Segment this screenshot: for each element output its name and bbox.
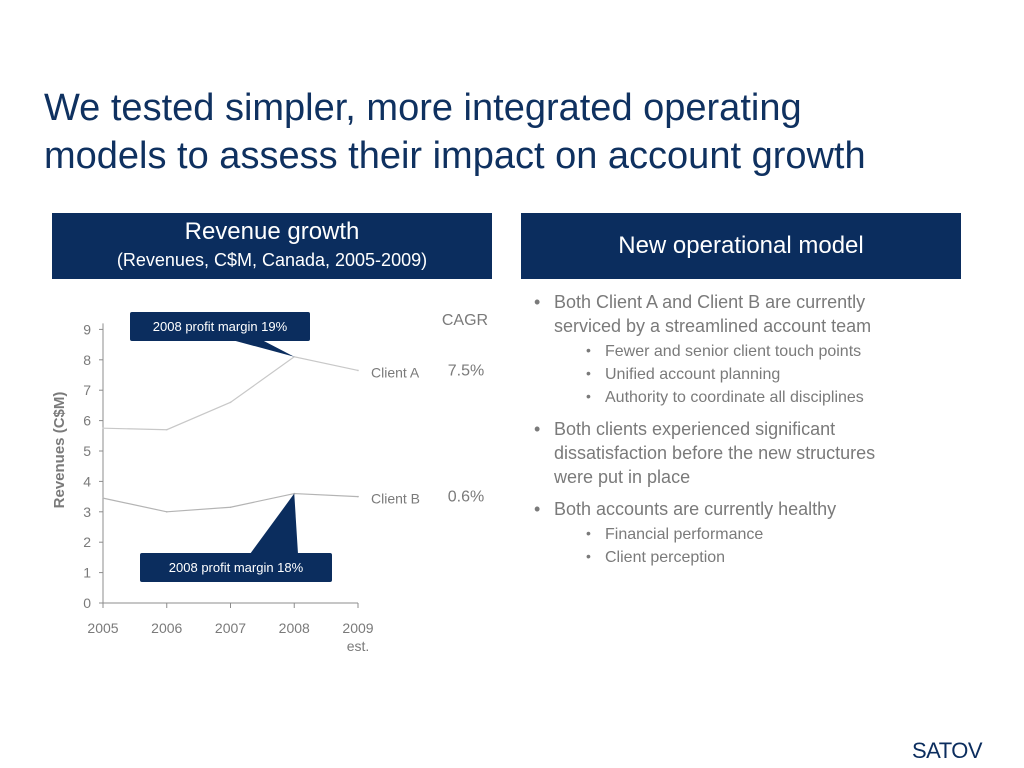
bullet-item: • Both Client A and Client B are currentl… bbox=[530, 290, 950, 338]
data-point bbox=[357, 369, 359, 372]
data-point bbox=[229, 401, 232, 404]
revenue-growth-header: Revenue growth (Revenues, C$M, Canada, 2… bbox=[52, 213, 492, 279]
operational-model-header: New operational model bbox=[521, 213, 961, 279]
data-point bbox=[357, 495, 359, 498]
bullet-list: • Both Client A and Client B are currentl… bbox=[530, 290, 950, 577]
callout-text-client-b: 2008 profit margin 18% bbox=[169, 560, 304, 575]
callout-text-client-a: 2008 profit margin 19% bbox=[153, 319, 288, 334]
data-point bbox=[293, 355, 296, 358]
sub-bullet-text: Financial performance bbox=[605, 526, 764, 543]
sub-bullet-list: • Financial performance • Client perception bbox=[530, 523, 950, 569]
series-line-client-b bbox=[102, 492, 359, 513]
x-tick-label: 2006 bbox=[151, 620, 182, 636]
sub-bullet-text: Authority to coordinate all disciplines bbox=[605, 389, 864, 406]
sub-bullet-dot-icon: • bbox=[586, 342, 591, 358]
y-tick-label: 7 bbox=[83, 382, 91, 398]
sub-bullet-list: • Fewer and senior client touch points • Un… bbox=[530, 340, 950, 409]
cagr-header: CAGR bbox=[442, 312, 488, 329]
bullet-text-line: dissatisfaction before the new structure… bbox=[554, 443, 876, 463]
callout-box-client-b bbox=[140, 553, 332, 582]
sub-bullet-item: • Fewer and senior client touch points bbox=[530, 340, 950, 363]
y-tick-label: 5 bbox=[83, 443, 91, 459]
bullet-item: • Both accounts are currently healthy bbox=[530, 497, 950, 521]
bullet-dot-icon: • bbox=[534, 499, 541, 519]
series-label: Client A bbox=[371, 364, 420, 380]
sub-bullet-item: • Financial performance bbox=[530, 523, 950, 546]
y-axis-label: Revenues (C$M) bbox=[51, 392, 68, 509]
data-point bbox=[229, 506, 232, 509]
sub-bullet-dot-icon: • bbox=[586, 548, 591, 564]
callout-pointer-client-b bbox=[250, 493, 298, 554]
x-tick-label: 2005 bbox=[87, 620, 118, 636]
revenue-line-chart: 0 1 2 3 4 5 6 7 8 9 2005 2006 2007 2008 2009 est. Revenu… bbox=[51, 312, 488, 654]
data-point bbox=[165, 428, 168, 431]
y-tick-label: 3 bbox=[83, 504, 91, 520]
slide-title-line-1: We tested simpler, more integrated opera… bbox=[44, 87, 802, 129]
y-tick-label: 2 bbox=[83, 534, 91, 550]
y-tick-label: 6 bbox=[83, 413, 91, 429]
bullet-dot-icon: • bbox=[534, 292, 541, 312]
sub-bullet-dot-icon: • bbox=[586, 525, 591, 541]
bullet-item: • Both clients experienced significant dis… bbox=[530, 417, 950, 489]
bullet-dot-icon: • bbox=[534, 419, 541, 439]
series-label: Client B bbox=[371, 491, 420, 507]
y-tick-label: 4 bbox=[83, 473, 91, 489]
sub-bullet-item: • Client perception bbox=[530, 546, 950, 569]
bullet-text-line: Both clients experienced significant bbox=[554, 419, 836, 439]
callout-pointer-client-a bbox=[232, 340, 295, 357]
y-tick-label: 9 bbox=[83, 321, 91, 337]
callout-box-client-a bbox=[130, 312, 310, 341]
x-tick-label: est. bbox=[347, 638, 370, 654]
slide-title-line-2: models to assess their impact on account… bbox=[44, 135, 866, 177]
bullet-text-line: Both accounts are currently healthy bbox=[554, 499, 837, 519]
data-point bbox=[165, 511, 168, 513]
x-tick-label: 2009 bbox=[342, 620, 373, 636]
operational-model-title: New operational model bbox=[618, 232, 864, 259]
y-tick-label: 1 bbox=[83, 565, 91, 581]
data-point bbox=[102, 427, 104, 429]
sub-bullet-text: Unified account planning bbox=[605, 366, 781, 383]
satov-logo: SATOV bbox=[912, 738, 983, 763]
cagr-value: 0.6% bbox=[448, 489, 484, 506]
cagr-value: 7.5% bbox=[448, 362, 484, 379]
slide-title: We tested simpler, more integrated opera… bbox=[44, 84, 944, 180]
bullet-text-line: serviced by a streamlined account team bbox=[554, 316, 872, 336]
revenue-growth-title: Revenue growth bbox=[184, 218, 360, 245]
sub-bullet-dot-icon: • bbox=[586, 365, 591, 381]
bullet-text-line: Both Client A and Client B are currently bbox=[554, 292, 866, 312]
sub-bullet-dot-icon: • bbox=[586, 388, 591, 404]
sub-bullet-item: • Authority to coordinate all disciplines bbox=[530, 386, 950, 409]
data-point bbox=[102, 497, 104, 499]
series-line-client-a bbox=[102, 356, 359, 431]
y-tick-label: 8 bbox=[83, 352, 91, 368]
x-tick-label: 2007 bbox=[215, 620, 246, 636]
bullet-text-line: were put in place bbox=[554, 467, 691, 487]
y-tick-label: 0 bbox=[83, 595, 91, 611]
sub-bullet-item: • Unified account planning bbox=[530, 363, 950, 386]
sub-bullet-text: Client perception bbox=[605, 549, 726, 566]
revenue-growth-subtitle: (Revenues, C$M, Canada, 2005-2009) bbox=[116, 250, 428, 270]
sub-bullet-text: Fewer and senior client touch points bbox=[605, 343, 862, 360]
x-tick-label: 2008 bbox=[279, 620, 310, 636]
